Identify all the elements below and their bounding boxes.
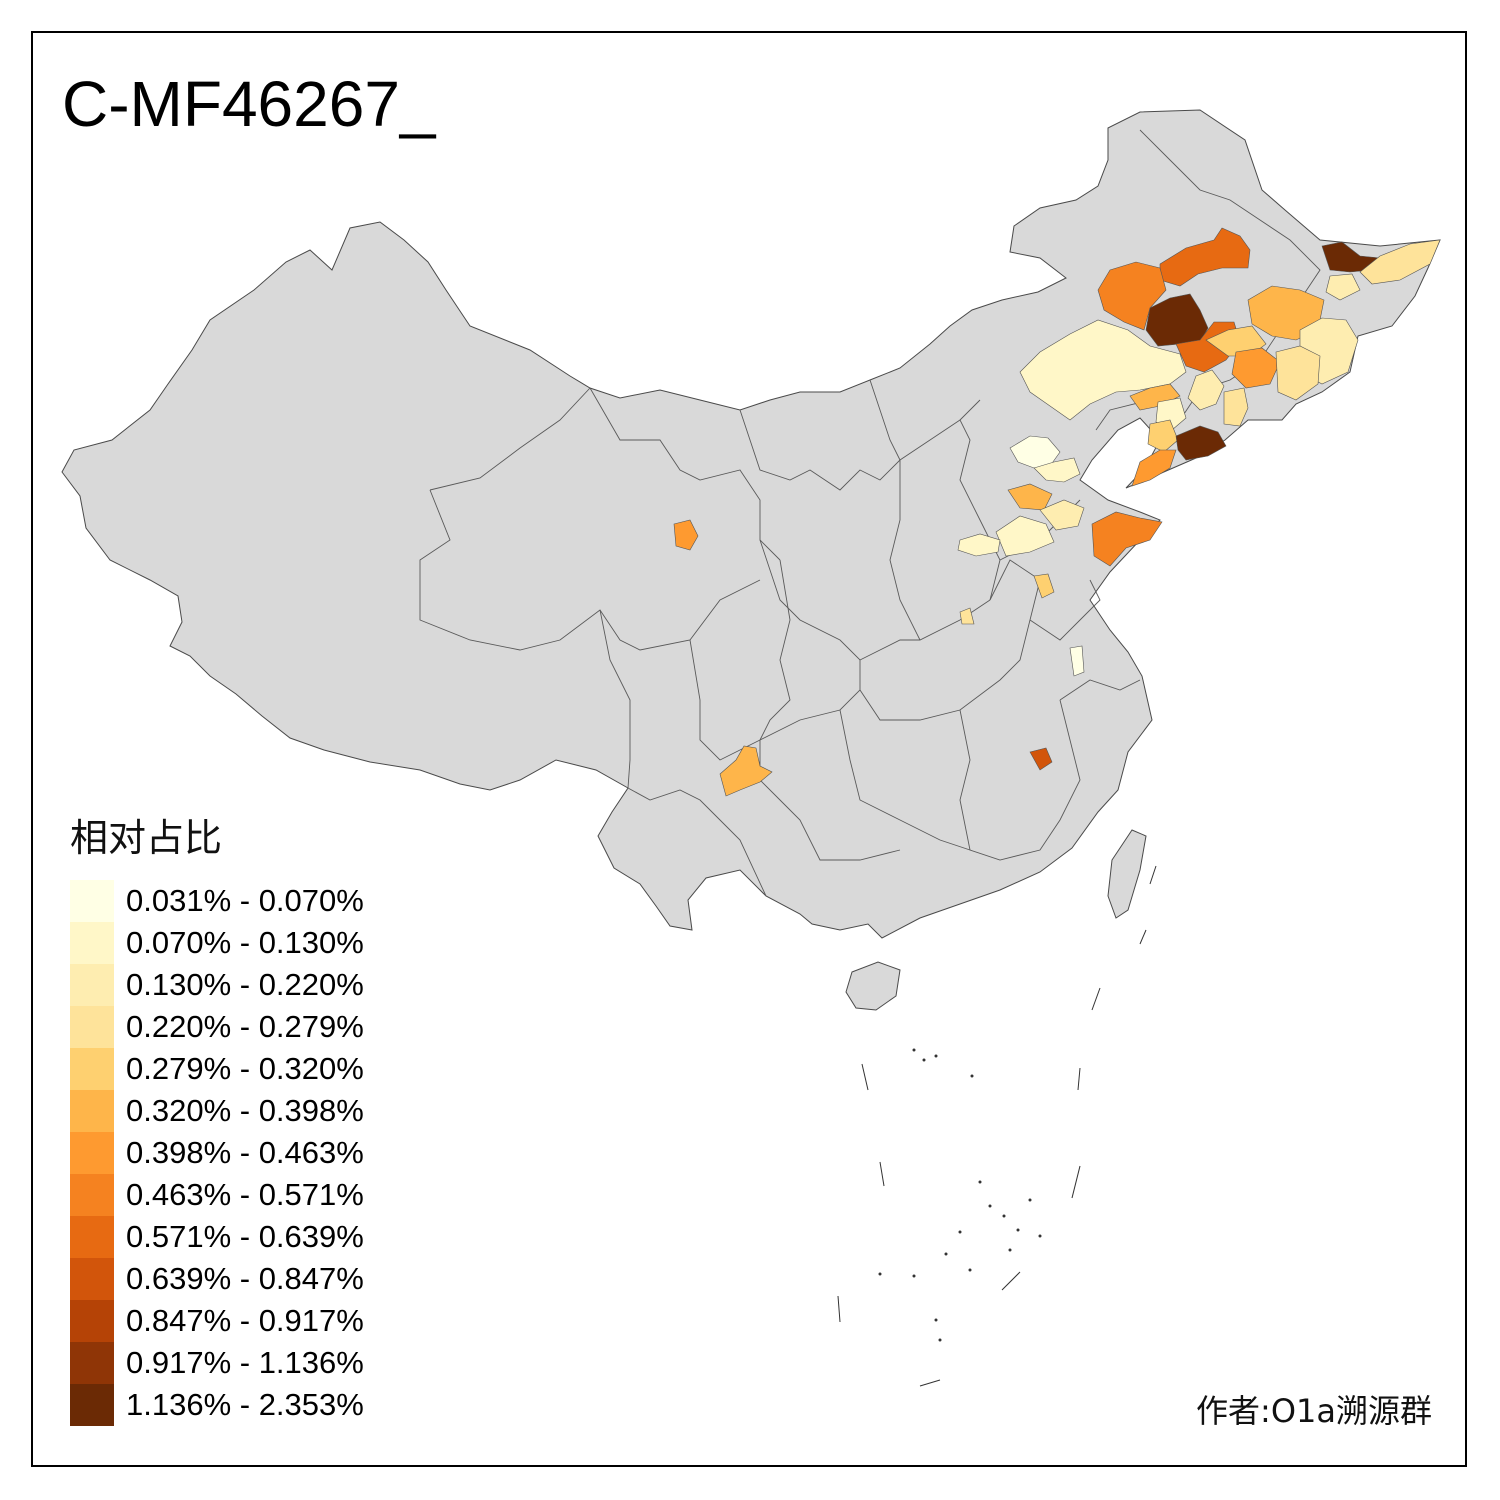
legend-label: 0.463% - 0.571%: [126, 1176, 364, 1212]
legend-swatch: [70, 1089, 114, 1132]
region-hulunbuir-north: [1159, 227, 1251, 287]
island-dots: [878, 1048, 1042, 1342]
region-chifeng: [1129, 383, 1181, 411]
region-tongliao: [1187, 369, 1225, 411]
legend-item: 0.130% - 0.220%: [70, 963, 364, 1006]
legend-item: 0.320% - 0.398%: [70, 1089, 364, 1132]
legend-item: 0.847% - 0.917%: [70, 1299, 364, 1342]
region-heilongjiang-east: [1359, 239, 1441, 285]
legend-swatch: [70, 963, 114, 1006]
legend-item: 0.398% - 0.463%: [70, 1131, 364, 1174]
region-harbin: [1205, 325, 1267, 357]
taiwan-island: [1107, 829, 1147, 919]
region-hulunbuir-west: [1097, 261, 1167, 331]
legend-label: 1.136% - 2.353%: [126, 1386, 364, 1422]
region-liaoning-east: [1175, 425, 1227, 461]
south-sea-islands: [837, 865, 1157, 1387]
china-landmass: [61, 109, 1441, 939]
legend-swatch: [70, 1383, 114, 1426]
region-inner-mongolia-east: [1019, 319, 1187, 421]
region-hebei-south: [957, 533, 1001, 557]
region-henan: [959, 607, 975, 625]
legend-swatch: [70, 921, 114, 964]
legend-swatch: [70, 1131, 114, 1174]
legend-label: 0.220% - 0.279%: [126, 1008, 364, 1044]
legend-swatch: [70, 1047, 114, 1090]
region-heilongjiang-ne: [1325, 273, 1361, 301]
legend-label: 0.917% - 1.136%: [126, 1344, 364, 1380]
province-borders: [419, 129, 1321, 897]
region-jilin-center: [1231, 347, 1281, 389]
region-sichuan: [719, 745, 773, 797]
region-hebei-mid: [1007, 483, 1053, 511]
legend-label: 0.031% - 0.070%: [126, 882, 364, 918]
region-anhui: [1069, 645, 1085, 677]
legend-item: 0.279% - 0.320%: [70, 1047, 364, 1090]
author-credit: 作者:O1a溯源群: [1196, 1392, 1432, 1430]
region-dalian: [1131, 449, 1177, 487]
legend-swatch: [70, 1215, 114, 1258]
region-jiangxi: [1029, 747, 1053, 771]
region-hebei-north: [1033, 457, 1081, 483]
hainan-island: [845, 961, 901, 1011]
legend-label: 0.639% - 0.847%: [126, 1260, 364, 1296]
legend-swatch: [70, 879, 114, 922]
legend-label: 0.571% - 0.639%: [126, 1218, 364, 1254]
region-linyi: [1033, 573, 1055, 599]
map-frame: [31, 31, 1467, 1467]
region-shandong-west: [1039, 499, 1085, 531]
legend-label: 0.398% - 0.463%: [126, 1134, 364, 1170]
legend-item: 0.463% - 0.571%: [70, 1173, 364, 1216]
colored-regions: [673, 227, 1441, 797]
region-beijing: [1009, 435, 1061, 469]
legend-label: 0.130% - 0.220%: [126, 966, 364, 1002]
legend-swatch: [70, 1257, 114, 1300]
region-jilin-south: [1223, 387, 1249, 427]
legend-swatch: [70, 1299, 114, 1342]
legend-item: 1.136% - 2.353%: [70, 1383, 364, 1426]
legend-item: 0.639% - 0.847%: [70, 1257, 364, 1300]
legend: 相对占比 0.031% - 0.070% 0.070% - 0.130% 0.1…: [70, 816, 364, 1426]
legend-item: 0.031% - 0.070%: [70, 879, 364, 922]
region-liaoning-west: [1147, 419, 1179, 453]
region-shandong-south: [995, 515, 1055, 557]
legend-swatch: [70, 1341, 114, 1384]
legend-list: 0.031% - 0.070% 0.070% - 0.130% 0.130% -…: [70, 879, 364, 1426]
region-qingdao: [1091, 511, 1163, 567]
legend-label: 0.320% - 0.398%: [126, 1092, 364, 1128]
legend-item: 0.220% - 0.279%: [70, 1005, 364, 1048]
legend-swatch: [70, 1005, 114, 1048]
legend-swatch: [70, 1173, 114, 1216]
legend-item: 0.917% - 1.136%: [70, 1341, 364, 1384]
legend-item: 0.070% - 0.130%: [70, 921, 364, 964]
legend-label: 0.847% - 0.917%: [126, 1302, 364, 1338]
region-qinghai: [673, 519, 699, 551]
legend-title: 相对占比: [70, 816, 223, 860]
region-jilin-east: [1275, 345, 1321, 401]
legend-item: 0.571% - 0.639%: [70, 1215, 364, 1258]
legend-label: 0.279% - 0.320%: [126, 1050, 364, 1086]
legend-label: 0.070% - 0.130%: [126, 924, 364, 960]
map-title: C-MF46267_: [62, 68, 436, 140]
